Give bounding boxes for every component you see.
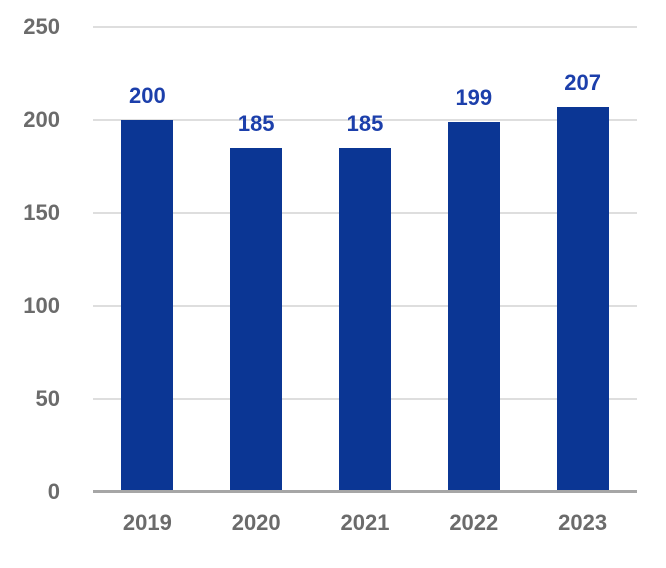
bar-2019 bbox=[121, 120, 174, 492]
y-axis-tick-label-0: 0 bbox=[47, 479, 60, 504]
bar-value-label-2020: 185 bbox=[237, 110, 275, 136]
bar-2022 bbox=[447, 121, 500, 492]
x-axis-tick-label-2019: 2019 bbox=[122, 510, 172, 535]
y-axis-tick-label-50: 50 bbox=[35, 386, 60, 411]
gridline-250 bbox=[93, 26, 637, 28]
bar-2023 bbox=[556, 106, 609, 492]
bar-value-label-2023: 207 bbox=[564, 69, 601, 95]
bar-2020 bbox=[230, 147, 283, 492]
bar-value-label-2022: 199 bbox=[455, 84, 493, 110]
y-axis-tick-label-250: 250 bbox=[23, 14, 60, 39]
x-axis-tick-label-2023: 2023 bbox=[558, 510, 608, 535]
x-axis-tick-label-2022: 2022 bbox=[449, 510, 499, 535]
y-axis-tick-label-200: 200 bbox=[23, 107, 60, 132]
x-axis-tick-label-2020: 2020 bbox=[231, 510, 281, 535]
gridline-200 bbox=[93, 119, 637, 121]
x-axis-line bbox=[93, 490, 637, 493]
bar-value-label-2021: 185 bbox=[346, 110, 384, 136]
y-axis-tick-label-150: 150 bbox=[23, 200, 60, 225]
bar-value-label-2019: 200 bbox=[129, 83, 166, 108]
bar-2021 bbox=[339, 147, 391, 492]
x-axis-tick-label-2021: 2021 bbox=[340, 510, 390, 535]
y-axis-tick-label-100: 100 bbox=[23, 293, 60, 318]
